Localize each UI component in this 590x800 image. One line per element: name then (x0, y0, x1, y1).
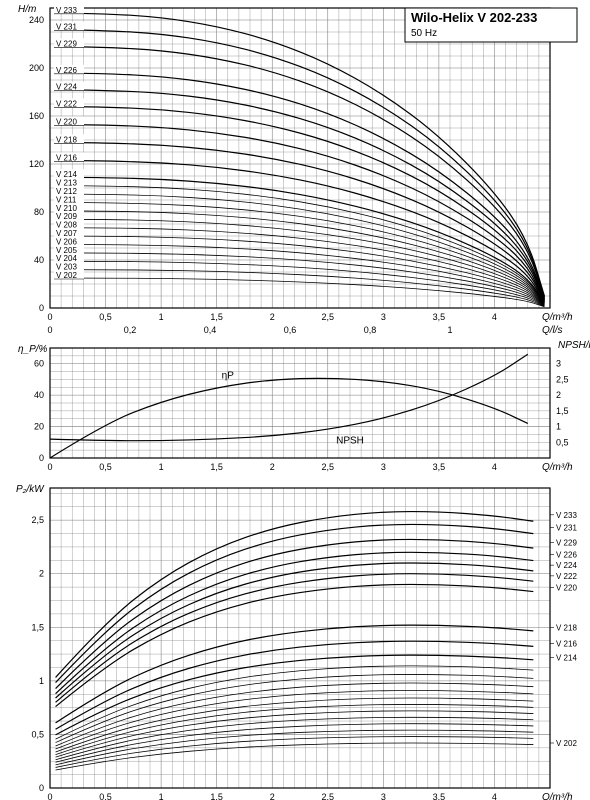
svg-text:0,2: 0,2 (124, 325, 137, 335)
svg-text:40: 40 (34, 390, 44, 400)
svg-text:V 202: V 202 (556, 739, 577, 748)
svg-text:NPSH/m: NPSH/m (558, 340, 590, 351)
svg-text:4: 4 (492, 312, 497, 322)
svg-text:1,5: 1,5 (210, 462, 223, 472)
svg-text:Wilo-Helix V 202-233: Wilo-Helix V 202-233 (411, 10, 537, 25)
svg-text:V 231: V 231 (56, 23, 77, 32)
svg-text:V 224: V 224 (556, 561, 577, 570)
svg-text:2,5: 2,5 (322, 792, 335, 800)
svg-text:80: 80 (34, 207, 44, 217)
svg-text:0,5: 0,5 (99, 462, 112, 472)
svg-text:2: 2 (270, 312, 275, 322)
svg-text:0: 0 (47, 792, 52, 800)
svg-text:η_P/%: η_P/% (18, 344, 48, 355)
svg-text:Q/m³/h: Q/m³/h (542, 792, 573, 800)
svg-text:V 218: V 218 (556, 623, 577, 632)
svg-text:Q/m³/h: Q/m³/h (542, 462, 573, 473)
svg-text:2: 2 (39, 569, 44, 579)
svg-text:3,5: 3,5 (433, 792, 446, 800)
svg-text:0: 0 (47, 462, 52, 472)
svg-text:V 218: V 218 (56, 135, 77, 144)
svg-text:1: 1 (447, 325, 452, 335)
svg-text:V 202: V 202 (56, 271, 77, 280)
svg-text:V 220: V 220 (56, 117, 77, 126)
svg-text:3,5: 3,5 (433, 312, 446, 322)
svg-text:0,5: 0,5 (99, 792, 112, 800)
svg-text:2: 2 (556, 390, 561, 400)
svg-text:0: 0 (39, 303, 44, 313)
svg-text:2: 2 (270, 462, 275, 472)
svg-text:V 226: V 226 (556, 550, 577, 559)
svg-text:60: 60 (34, 359, 44, 369)
svg-text:160: 160 (29, 111, 44, 121)
svg-text:2,5: 2,5 (322, 462, 335, 472)
svg-text:NPSH: NPSH (336, 435, 364, 446)
svg-text:H/m: H/m (18, 4, 36, 15)
svg-text:50 Hz: 50 Hz (411, 28, 437, 39)
svg-text:2,5: 2,5 (31, 515, 44, 525)
svg-text:V 233: V 233 (56, 6, 77, 15)
svg-text:V 222: V 222 (56, 99, 77, 108)
svg-text:0: 0 (39, 783, 44, 793)
svg-text:V 224: V 224 (56, 83, 77, 92)
svg-text:0,6: 0,6 (284, 325, 297, 335)
svg-text:ηP: ηP (222, 371, 235, 382)
svg-text:V 233: V 233 (556, 511, 577, 520)
svg-text:1: 1 (159, 312, 164, 322)
svg-text:V 214: V 214 (556, 653, 577, 662)
svg-text:V 226: V 226 (56, 66, 77, 75)
svg-text:V 231: V 231 (556, 524, 577, 533)
svg-text:1,5: 1,5 (210, 312, 223, 322)
svg-text:2,5: 2,5 (556, 374, 569, 384)
svg-text:3,5: 3,5 (433, 462, 446, 472)
svg-text:3: 3 (381, 312, 386, 322)
svg-text:240: 240 (29, 15, 44, 25)
svg-text:0,5: 0,5 (99, 312, 112, 322)
svg-text:0: 0 (47, 312, 52, 322)
svg-text:40: 40 (34, 255, 44, 265)
svg-text:Q/l/s: Q/l/s (542, 325, 563, 336)
svg-text:0: 0 (39, 453, 44, 463)
svg-text:3: 3 (556, 359, 561, 369)
svg-text:0,4: 0,4 (204, 325, 217, 335)
svg-text:V 222: V 222 (556, 572, 577, 581)
svg-text:0: 0 (47, 325, 52, 335)
svg-text:200: 200 (29, 63, 44, 73)
svg-text:V 216: V 216 (56, 153, 77, 162)
svg-text:P₂/kW: P₂/kW (16, 484, 45, 495)
svg-text:1,5: 1,5 (31, 622, 44, 632)
svg-text:120: 120 (29, 159, 44, 169)
svg-text:1: 1 (556, 422, 561, 432)
svg-text:2,5: 2,5 (322, 312, 335, 322)
svg-text:1: 1 (39, 676, 44, 686)
svg-text:V 216: V 216 (556, 639, 577, 648)
svg-text:0,5: 0,5 (556, 437, 569, 447)
svg-text:1: 1 (159, 462, 164, 472)
svg-text:0,8: 0,8 (364, 325, 377, 335)
svg-text:0,5: 0,5 (31, 729, 44, 739)
svg-text:V 220: V 220 (556, 584, 577, 593)
svg-text:3: 3 (381, 462, 386, 472)
svg-text:V 229: V 229 (556, 539, 577, 548)
svg-text:3: 3 (381, 792, 386, 800)
svg-text:20: 20 (34, 422, 44, 432)
svg-text:1,5: 1,5 (556, 406, 569, 416)
svg-text:1: 1 (159, 792, 164, 800)
svg-text:2: 2 (270, 792, 275, 800)
svg-text:1,5: 1,5 (210, 792, 223, 800)
svg-text:4: 4 (492, 462, 497, 472)
svg-text:4: 4 (492, 792, 497, 800)
svg-text:V 229: V 229 (56, 39, 77, 48)
svg-text:Q/m³/h: Q/m³/h (542, 312, 573, 323)
